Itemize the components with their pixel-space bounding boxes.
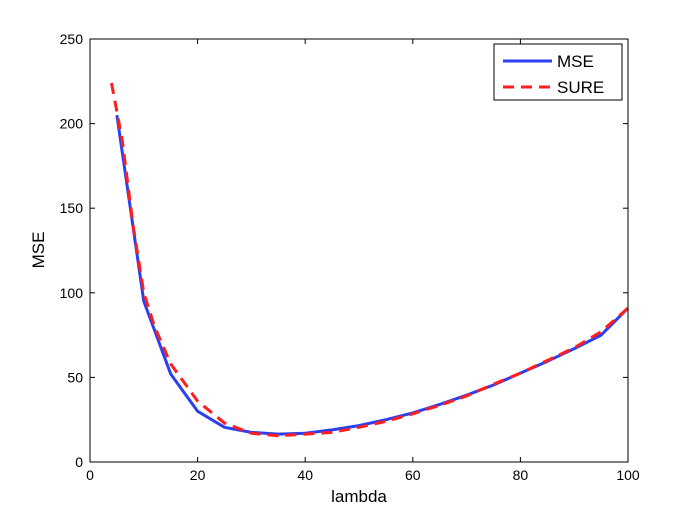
y-axis-title: MSE	[29, 232, 48, 269]
tick-layer: 0 20 40 60 80 100 0 50 100 150 200 250	[60, 31, 640, 483]
legend: MSE SURE	[493, 43, 623, 101]
legend-label-sure: SURE	[557, 78, 604, 97]
x-tick-label-1: 20	[190, 467, 206, 483]
y-tick-label-5: 250	[60, 31, 84, 47]
y-tick-label-4: 200	[60, 116, 84, 132]
y-tick-label-0: 0	[75, 454, 83, 470]
x-axis-title: lambda	[331, 487, 387, 506]
y-tick-label-1: 50	[67, 369, 83, 385]
series-line-sure	[110, 82, 629, 438]
plot-background	[90, 39, 628, 462]
series-layer	[110, 82, 630, 438]
x-tick-label-4: 80	[513, 467, 529, 483]
x-tick-label-2: 40	[297, 467, 313, 483]
x-tick-label-0: 0	[86, 467, 94, 483]
y-tick-label-2: 100	[60, 285, 84, 301]
series-line-mse	[115, 114, 630, 436]
x-tick-label-3: 60	[405, 467, 421, 483]
x-tick-label-5: 100	[616, 467, 640, 483]
legend-label-mse: MSE	[557, 52, 594, 71]
plot-frame	[89, 38, 629, 463]
y-tick-label-3: 150	[60, 200, 84, 216]
legend-box	[493, 43, 623, 101]
